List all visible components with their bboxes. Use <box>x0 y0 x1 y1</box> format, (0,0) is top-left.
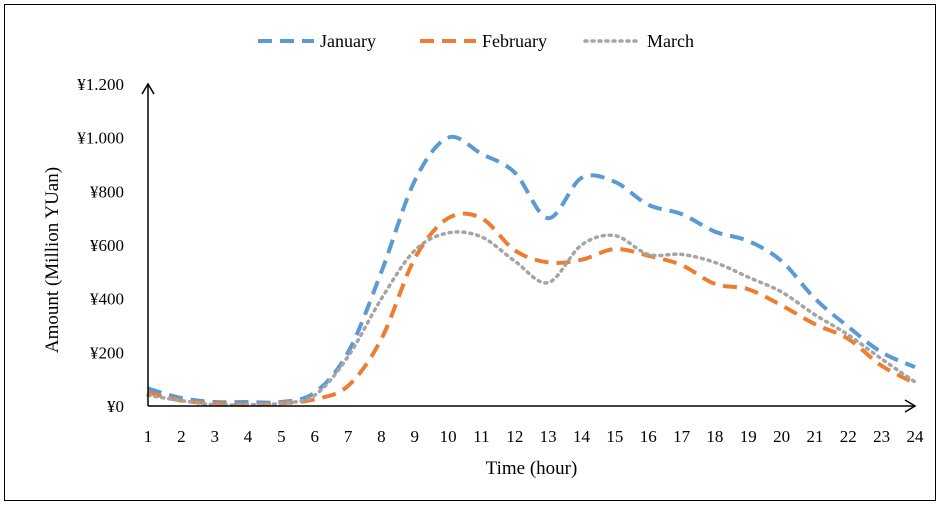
y-axis-title: Amount (Million YUan) <box>42 167 63 353</box>
y-tick-label: ¥200 <box>90 343 124 362</box>
x-tick-label: 8 <box>377 427 386 446</box>
x-tick-label: 7 <box>344 427 353 446</box>
y-tick-label: ¥0 <box>107 397 124 416</box>
x-tick-label: 9 <box>411 427 420 446</box>
legend-label-january: January <box>320 31 376 51</box>
legend-label-february: February <box>482 31 547 51</box>
series-layer <box>146 134 917 407</box>
x-tick-label: 20 <box>773 427 790 446</box>
y-tick-label: ¥600 <box>90 236 124 255</box>
x-tick-label: 17 <box>673 427 691 446</box>
y-tick-labels: ¥0 ¥200 ¥400 ¥600 ¥800 ¥1.000 ¥1.200 <box>77 75 124 416</box>
x-tick-label: 14 <box>573 427 591 446</box>
x-tick-label: 10 <box>440 427 457 446</box>
x-tick-label: 16 <box>640 427 657 446</box>
y-axis-arrow <box>141 82 155 95</box>
series-line-february <box>147 211 916 407</box>
x-tick-label: 3 <box>210 427 219 446</box>
legend-label-march: March <box>647 31 694 51</box>
axes <box>141 82 917 413</box>
chart-frame <box>4 4 936 501</box>
y-tick-label: ¥400 <box>90 290 124 309</box>
y-tick-label: ¥1.000 <box>77 129 124 148</box>
x-tick-label: 23 <box>873 427 890 446</box>
x-axis-title: Time (hour) <box>486 458 578 479</box>
x-tick-label: 4 <box>244 427 253 446</box>
y-tick-label: ¥1.200 <box>77 75 124 94</box>
x-tick-label: 18 <box>706 427 723 446</box>
x-tick-label: 5 <box>277 427 286 446</box>
x-axis-arrow <box>904 399 917 413</box>
series-line-march <box>146 230 917 407</box>
x-tick-label: 22 <box>840 427 857 446</box>
x-tick-labels: 1 2 3 4 5 6 7 8 9 10 11 12 13 14 15 16 17 18 19 20 21 22 23 24 <box>144 427 924 446</box>
x-tick-label: 24 <box>907 427 925 446</box>
x-tick-label: 11 <box>473 427 489 446</box>
y-tick-label: ¥800 <box>90 182 124 201</box>
legend: January February March <box>258 31 694 51</box>
x-tick-label: 15 <box>606 427 623 446</box>
x-tick-label: 1 <box>144 427 153 446</box>
series-line-january <box>147 134 916 405</box>
x-tick-label: 12 <box>506 427 523 446</box>
x-tick-label: 13 <box>540 427 557 446</box>
x-tick-label: 6 <box>310 427 319 446</box>
x-tick-label: 2 <box>177 427 186 446</box>
x-tick-label: 19 <box>740 427 757 446</box>
x-tick-label: 21 <box>806 427 823 446</box>
